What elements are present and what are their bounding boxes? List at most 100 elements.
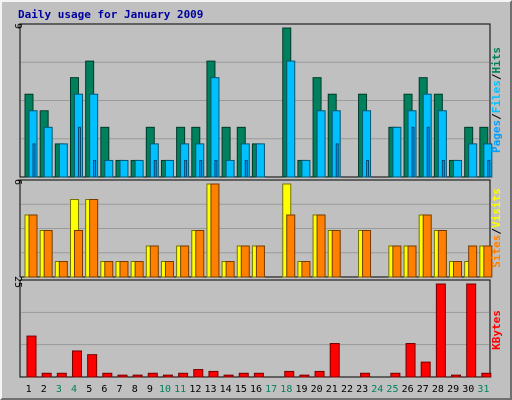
hits-files-pages-bar-pages bbox=[441, 159, 445, 178]
kbytes-bar-kbytes bbox=[56, 372, 67, 378]
visits-sites-bar-sites bbox=[362, 230, 372, 278]
kbytes-panel bbox=[19, 279, 491, 378]
kbytes-bar-kbytes bbox=[193, 369, 204, 378]
hits-files-pages-bar-pages bbox=[244, 159, 248, 178]
kbytes-bar-kbytes bbox=[466, 283, 477, 378]
hits-files-pages-bar-pages bbox=[214, 159, 218, 178]
kbytes-bar-kbytes bbox=[26, 335, 37, 378]
x-tick-label: 31 bbox=[477, 384, 489, 395]
hits-files-pages-bar-files bbox=[392, 126, 402, 178]
x-tick-label: 29 bbox=[447, 384, 459, 395]
visits-sites-series-legend: Sites/Visits bbox=[490, 188, 503, 268]
visits-sites-bar-sites bbox=[195, 230, 205, 278]
hits-files-pages-bar-files bbox=[255, 143, 265, 178]
x-tick-label: 28 bbox=[432, 384, 444, 395]
x-tick-label: 15 bbox=[235, 384, 247, 395]
x-tick-label: 6 bbox=[101, 384, 107, 395]
x-tick-label: 5 bbox=[86, 384, 92, 395]
hits-files-pages-bar-pages bbox=[366, 159, 370, 178]
kbytes-bar-kbytes bbox=[329, 343, 340, 378]
hits-files-pages-bar-files bbox=[286, 60, 296, 178]
kbytes-bar-kbytes bbox=[390, 372, 401, 378]
kbytes-bar-kbytes bbox=[238, 372, 249, 378]
kbytes-bar-kbytes bbox=[314, 370, 325, 378]
x-tick-label: 8 bbox=[132, 384, 138, 395]
visits-sites-ymax-label: 6 bbox=[12, 179, 23, 185]
visits-sites-bar-sites bbox=[28, 214, 38, 278]
x-tick-label: 14 bbox=[220, 384, 232, 395]
visits-sites-bar-sites bbox=[149, 245, 159, 278]
x-tick-label: 21 bbox=[326, 384, 338, 395]
hits-files-pages-bar-files bbox=[225, 159, 235, 178]
visits-sites-bar-sites bbox=[407, 245, 417, 278]
kbytes-bar-kbytes bbox=[132, 374, 143, 378]
hits-files-pages-bar-files bbox=[104, 159, 114, 178]
hits-files-pages-bar-files bbox=[119, 159, 129, 178]
hits-files-pages-bar-pages bbox=[199, 159, 203, 178]
hits-files-pages-bar-pages bbox=[93, 159, 97, 178]
visits-sites-bar-sites bbox=[119, 261, 129, 278]
hits-files-pages-bar-pages bbox=[184, 159, 188, 178]
visits-sites-bar-sites bbox=[180, 245, 190, 278]
legend-entry: Sites bbox=[490, 235, 503, 268]
kbytes-bar-kbytes bbox=[117, 374, 128, 378]
visits-sites-bar-sites bbox=[286, 214, 296, 278]
x-tick-label: 10 bbox=[159, 384, 171, 395]
x-tick-label: 18 bbox=[280, 384, 292, 395]
kbytes-bar-kbytes bbox=[41, 372, 52, 378]
x-tick-label: 30 bbox=[462, 384, 474, 395]
visits-sites-bar-sites bbox=[43, 230, 53, 278]
visits-sites-bar-sites bbox=[453, 261, 463, 278]
visits-sites-bar-sites bbox=[422, 214, 432, 278]
hits-files-pages-ymax-label: 9 bbox=[12, 23, 23, 29]
visits-sites-bar-sites bbox=[164, 261, 174, 278]
hits-files-pages-bar-files bbox=[134, 159, 144, 178]
kbytes-bar-kbytes bbox=[405, 343, 416, 378]
hits-files-pages-bar-pages bbox=[335, 143, 339, 178]
kbytes-ymax-label: 25 bbox=[12, 276, 23, 288]
legend-entry: / bbox=[490, 228, 503, 235]
kbytes-bar-kbytes bbox=[420, 361, 431, 378]
x-tick-label: 13 bbox=[204, 384, 216, 395]
visits-sites-bar-sites bbox=[483, 245, 493, 278]
kbytes-bar-kbytes bbox=[147, 372, 158, 378]
legend-entry: / bbox=[490, 113, 503, 120]
hits-files-pages-bar-files bbox=[43, 126, 53, 178]
hits-files-pages-series-legend: Pages/Files/Hits bbox=[490, 47, 503, 153]
x-tick-label: 7 bbox=[117, 384, 123, 395]
legend-entry: / bbox=[490, 73, 503, 80]
hits-files-pages-bar-pages bbox=[153, 159, 157, 178]
x-tick-label: 25 bbox=[386, 384, 398, 395]
visits-sites-bar-sites bbox=[73, 230, 83, 278]
visits-sites-bar-sites bbox=[225, 261, 235, 278]
kbytes-bar-kbytes bbox=[102, 372, 113, 378]
visits-sites-bar-sites bbox=[437, 230, 447, 278]
kbytes-bar-kbytes bbox=[435, 283, 446, 378]
kbytes-bar-kbytes bbox=[481, 372, 492, 378]
visits-sites-bar-sites bbox=[240, 245, 250, 278]
x-tick-label: 12 bbox=[189, 384, 201, 395]
kbytes-bar-kbytes bbox=[208, 370, 219, 378]
kbytes-series-legend: KBytes bbox=[490, 310, 503, 350]
hits-files-pages-bar-pages bbox=[411, 126, 415, 178]
x-tick-label: 4 bbox=[71, 384, 77, 395]
x-tick-label: 20 bbox=[311, 384, 323, 395]
legend-entry: Files bbox=[490, 80, 503, 113]
x-tick-label: 27 bbox=[417, 384, 429, 395]
kbytes-bar-kbytes bbox=[451, 374, 462, 378]
chart-title: Daily usage for January 2009 bbox=[18, 8, 204, 21]
visits-sites-bar-sites bbox=[255, 245, 265, 278]
x-tick-label: 19 bbox=[295, 384, 307, 395]
hits-files-pages-bar-pages bbox=[487, 159, 491, 178]
x-tick-label: 11 bbox=[174, 384, 186, 395]
legend-entry: Hits bbox=[490, 47, 503, 74]
visits-sites-bar-sites bbox=[210, 183, 220, 278]
hits-files-pages-bar-files bbox=[58, 143, 68, 178]
x-tick-label: 9 bbox=[147, 384, 153, 395]
x-tick-label: 17 bbox=[265, 384, 277, 395]
x-tick-label: 1 bbox=[26, 384, 32, 395]
kbytes-bar-kbytes bbox=[178, 372, 189, 378]
visits-sites-bar-sites bbox=[89, 199, 99, 278]
x-tick-label: 2 bbox=[41, 384, 47, 395]
hits-files-pages-bar-pages bbox=[426, 126, 430, 178]
